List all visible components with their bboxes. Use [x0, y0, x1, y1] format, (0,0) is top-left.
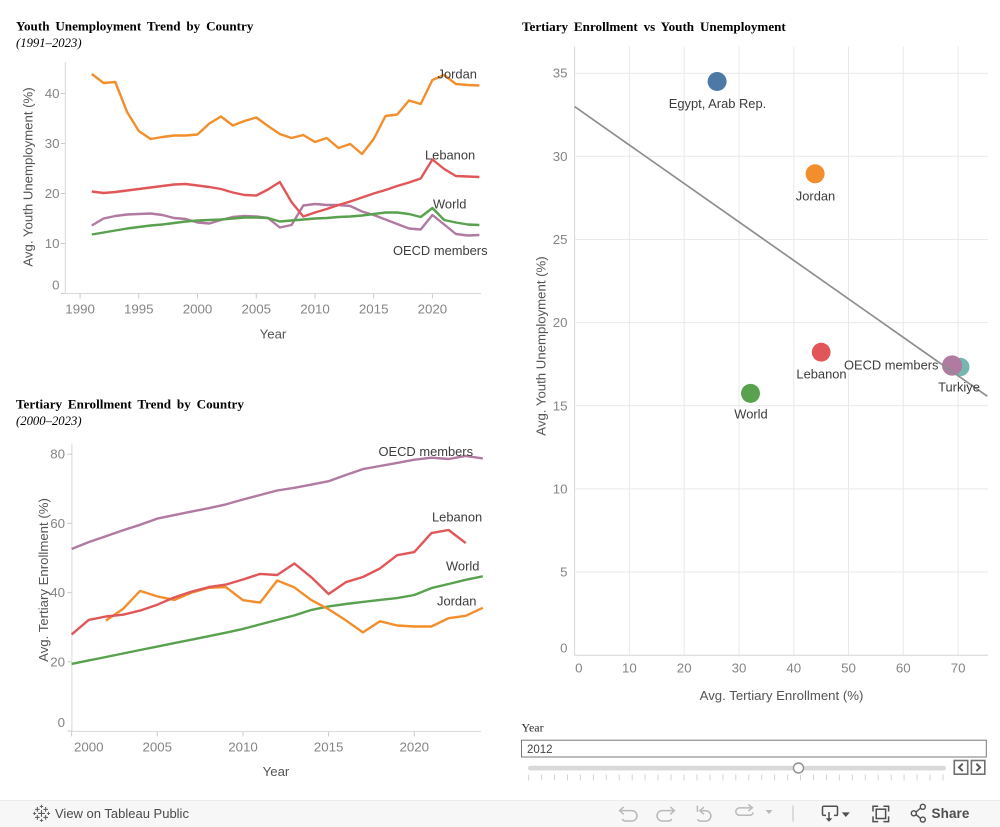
svg-text:40: 40	[50, 585, 65, 600]
svg-text:Lebanon: Lebanon	[425, 147, 475, 162]
svg-text:0: 0	[575, 661, 582, 676]
svg-text:70: 70	[951, 661, 966, 676]
svg-text:15: 15	[553, 398, 568, 413]
svg-text:60: 60	[50, 516, 65, 531]
svg-text:2010: 2010	[228, 740, 258, 755]
svg-text:2000: 2000	[183, 302, 213, 317]
svg-text:(2000–2023): (2000–2023)	[16, 414, 82, 428]
svg-text:30: 30	[553, 149, 568, 164]
svg-text:60: 60	[896, 661, 911, 676]
svg-text:40: 40	[45, 86, 60, 101]
svg-text:1990: 1990	[65, 302, 95, 317]
svg-text:OECD members: OECD members	[379, 444, 474, 459]
svg-text:2015: 2015	[359, 302, 389, 317]
svg-text:Jordan: Jordan	[796, 189, 835, 204]
svg-text:Tertiary Enrollment Trend by C: Tertiary Enrollment Trend by Country	[16, 397, 244, 412]
svg-text:OECD members: OECD members	[393, 243, 488, 258]
svg-text:Avg. Tertiary Enrollment (%): Avg. Tertiary Enrollment (%)	[700, 688, 864, 703]
svg-text:20: 20	[45, 186, 60, 201]
svg-text:30: 30	[732, 661, 747, 676]
svg-text:2012: 2012	[527, 744, 553, 756]
svg-text:10: 10	[553, 481, 568, 496]
svg-text:5: 5	[560, 565, 567, 580]
svg-text:2005: 2005	[143, 740, 173, 755]
svg-text:10: 10	[622, 661, 637, 676]
svg-text:0: 0	[52, 277, 59, 292]
svg-text:Jordan: Jordan	[438, 66, 477, 81]
svg-text:OECD members: OECD members	[844, 358, 939, 373]
svg-text:2020: 2020	[400, 740, 430, 755]
svg-text:10: 10	[45, 236, 60, 251]
svg-text:20: 20	[50, 654, 65, 669]
svg-text:35: 35	[553, 66, 568, 81]
svg-text:Share: Share	[932, 806, 970, 821]
svg-text:Turkiye: Turkiye	[938, 380, 980, 395]
svg-text:World: World	[734, 407, 767, 422]
svg-text:2010: 2010	[300, 302, 330, 317]
svg-text:0: 0	[58, 715, 65, 730]
svg-text:20: 20	[677, 661, 692, 676]
svg-text:Jordan: Jordan	[437, 594, 476, 609]
svg-text:Tertiary Enrollment vs Youth U: Tertiary Enrollment vs Youth Unemploymen…	[522, 19, 786, 34]
svg-text:40: 40	[786, 661, 801, 676]
svg-text:Lebanon: Lebanon	[796, 367, 846, 382]
svg-text:1995: 1995	[124, 302, 154, 317]
svg-text:(1991–2023): (1991–2023)	[16, 36, 82, 50]
svg-text:Year: Year	[260, 327, 287, 342]
svg-text:50: 50	[841, 661, 856, 676]
svg-text:Year: Year	[522, 721, 544, 735]
svg-text:2020: 2020	[418, 302, 448, 317]
svg-text:80: 80	[50, 447, 65, 462]
svg-text:Egypt, Arab Rep.: Egypt, Arab Rep.	[669, 96, 766, 111]
svg-text:World: World	[446, 559, 479, 574]
svg-text:25: 25	[553, 232, 568, 247]
svg-text:Year: Year	[263, 764, 290, 779]
svg-text:2000: 2000	[74, 740, 104, 755]
svg-text:2005: 2005	[242, 302, 272, 317]
svg-text:0: 0	[560, 641, 567, 656]
svg-text:20: 20	[553, 315, 568, 330]
svg-text:2015: 2015	[314, 740, 344, 755]
svg-text:View on Tableau Public: View on Tableau Public	[55, 806, 189, 821]
svg-text:Avg. Youth Unemployment (%): Avg. Youth Unemployment (%)	[534, 256, 549, 435]
svg-text:Youth Unemployment Trend by Co: Youth Unemployment Trend by Country	[16, 19, 254, 34]
svg-text:World: World	[433, 197, 466, 212]
svg-text:30: 30	[45, 136, 60, 151]
svg-text:Avg. Youth Unemployment (%): Avg. Youth Unemployment (%)	[21, 87, 36, 266]
svg-text:Lebanon: Lebanon	[432, 510, 482, 525]
svg-text:Avg. Tertiary Enrollment (%): Avg. Tertiary Enrollment (%)	[36, 498, 51, 662]
